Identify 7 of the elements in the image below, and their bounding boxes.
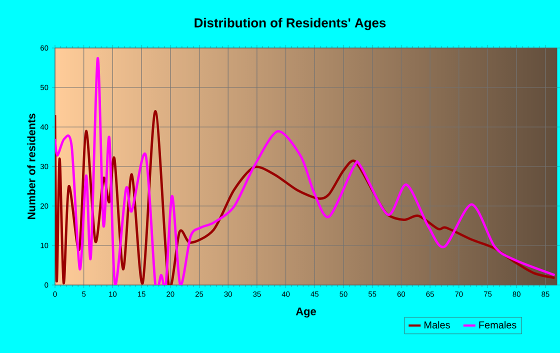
line-series — [55, 110, 556, 285]
line-series — [55, 57, 556, 285]
chart-title: Distribution of Residents' Ages — [194, 18, 386, 30]
x-axis-title: Age — [296, 308, 316, 318]
y-axis-title: Number of residents — [27, 114, 36, 220]
legend-label: Females — [479, 321, 516, 328]
legend-label: Males — [424, 321, 450, 328]
